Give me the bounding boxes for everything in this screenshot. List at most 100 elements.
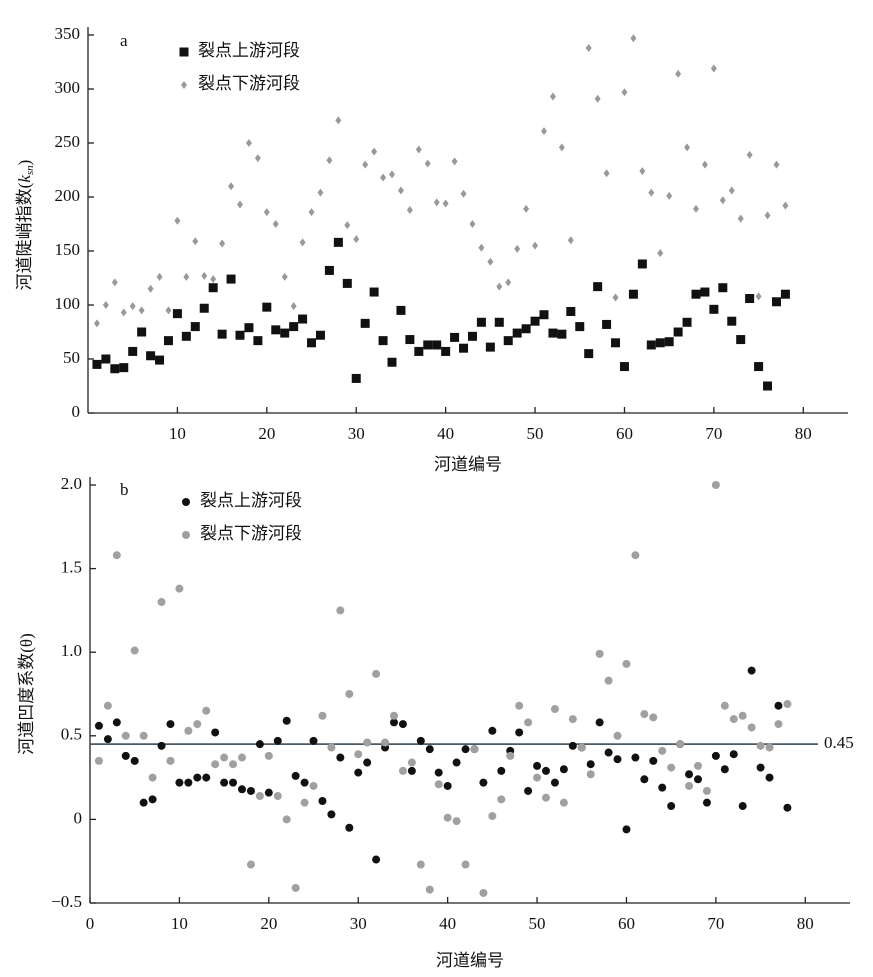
point — [163, 336, 173, 346]
point — [238, 785, 246, 794]
point — [736, 335, 746, 345]
point — [414, 346, 424, 356]
point — [774, 720, 783, 729]
x-tick-label: 50 — [527, 424, 544, 443]
point — [201, 271, 208, 280]
point — [245, 139, 252, 147]
legend-label: 裂点上游河段 — [198, 41, 300, 60]
point — [765, 743, 774, 752]
point — [211, 728, 220, 737]
point — [155, 355, 165, 365]
x-tick-label: 40 — [437, 424, 454, 443]
point — [727, 316, 737, 326]
point — [452, 817, 461, 826]
point — [575, 322, 585, 332]
point — [345, 690, 354, 698]
point — [549, 92, 556, 101]
point — [327, 743, 336, 752]
point — [130, 756, 139, 765]
point — [512, 328, 522, 338]
point — [780, 289, 790, 299]
point — [103, 701, 112, 710]
point — [771, 297, 781, 307]
y-axis-label: 河道陡峭指数(ksn) — [15, 160, 36, 291]
point — [613, 755, 622, 764]
point — [156, 272, 163, 281]
point — [631, 753, 640, 762]
point — [694, 775, 702, 784]
legend-marker — [182, 531, 190, 539]
point — [691, 289, 701, 299]
point — [157, 598, 166, 607]
point — [244, 323, 254, 333]
point — [461, 860, 470, 869]
point — [586, 760, 595, 769]
point — [434, 768, 443, 777]
y-axis-label-part: 河道陡峭指数( — [15, 182, 34, 290]
point — [711, 481, 720, 489]
point — [291, 771, 300, 780]
point — [280, 328, 290, 338]
point — [515, 701, 524, 710]
point — [229, 760, 238, 769]
point — [262, 302, 272, 312]
point — [92, 359, 102, 369]
x-tick-label: 30 — [348, 424, 365, 443]
point — [442, 199, 449, 208]
point — [121, 751, 130, 760]
point — [478, 243, 485, 252]
point — [658, 783, 667, 792]
x-tick-label: 60 — [616, 424, 633, 443]
point — [479, 778, 488, 787]
legend-label: 裂点下游河段 — [200, 524, 302, 543]
point — [720, 765, 729, 774]
point — [667, 763, 676, 772]
point — [746, 150, 753, 159]
point — [675, 69, 682, 78]
point — [220, 753, 229, 762]
point — [729, 715, 738, 724]
point — [183, 272, 190, 281]
point — [433, 198, 440, 207]
point — [317, 188, 324, 197]
point — [372, 855, 381, 864]
point — [667, 802, 676, 811]
point — [255, 740, 264, 749]
point — [407, 758, 416, 767]
point — [619, 362, 629, 372]
point — [139, 798, 148, 807]
point — [405, 335, 415, 345]
point — [272, 220, 279, 228]
point — [192, 237, 199, 246]
point — [532, 241, 539, 250]
point — [424, 159, 431, 168]
point — [584, 349, 594, 359]
point — [485, 342, 495, 352]
point — [738, 802, 747, 811]
point — [567, 236, 574, 245]
point — [639, 167, 646, 176]
point — [300, 798, 309, 807]
point — [774, 701, 783, 710]
point — [542, 766, 550, 775]
point — [246, 786, 255, 795]
point — [524, 718, 533, 727]
x-tick-label: 30 — [350, 914, 367, 933]
point — [568, 715, 577, 724]
point — [756, 763, 765, 772]
point — [120, 308, 127, 317]
point — [755, 292, 762, 301]
point — [566, 306, 576, 316]
point — [657, 249, 664, 258]
panel-label: a — [120, 31, 128, 50]
point — [184, 726, 193, 735]
point — [175, 584, 184, 593]
point — [130, 646, 139, 655]
point — [613, 731, 622, 740]
point — [237, 200, 243, 209]
point — [595, 649, 604, 658]
y-tick-label: 200 — [55, 186, 81, 205]
point — [235, 330, 245, 340]
y-tick-label: 1.5 — [61, 558, 82, 577]
point — [246, 860, 255, 869]
